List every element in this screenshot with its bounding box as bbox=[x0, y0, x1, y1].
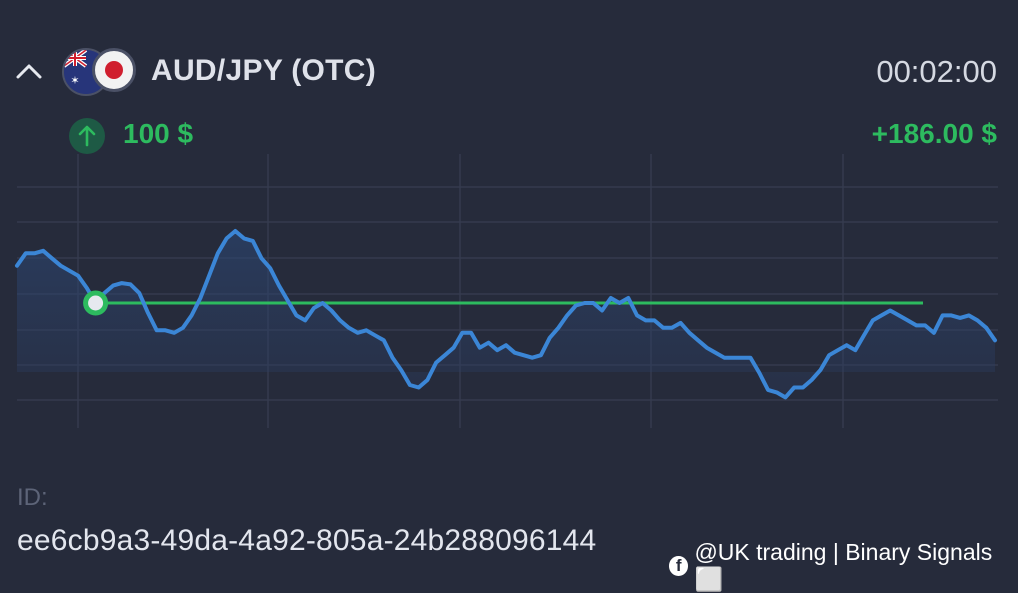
watermark: f @UK trading | Binary Signals ⬜ bbox=[669, 539, 1018, 593]
expiration-timer: 00:02:00 bbox=[876, 54, 997, 89]
currency-pair-flags: ✶ bbox=[62, 46, 142, 96]
asset-pair-title: AUD/JPY (OTC) bbox=[151, 54, 377, 87]
trade-id-value[interactable]: ee6cb9a3-49da-4a92-805a-24b288096144 bbox=[17, 524, 597, 557]
price-area bbox=[17, 231, 995, 398]
arrow-up-icon bbox=[69, 118, 105, 154]
watermark-text: @UK trading | Binary Signals ⬜ bbox=[694, 539, 993, 592]
trade-profit: +186.00 $ bbox=[871, 118, 997, 149]
japan-flag-icon bbox=[92, 48, 136, 92]
price-chart bbox=[15, 154, 998, 428]
chevron-up-icon[interactable] bbox=[14, 58, 44, 82]
entry-point-marker bbox=[83, 290, 109, 316]
price-line bbox=[15, 229, 997, 400]
trade-header: ✶ AUD/JPY (OTC) 00:02:00 bbox=[0, 40, 1018, 102]
chart-grid bbox=[17, 154, 998, 428]
facebook-icon: f bbox=[669, 556, 689, 576]
trade-amount: 100 $ bbox=[123, 118, 194, 149]
trade-summary: 100 $ +186.00 $ bbox=[0, 114, 1018, 154]
trade-id-label: ID: bbox=[17, 484, 48, 511]
svg-text:✶: ✶ bbox=[70, 74, 79, 87]
